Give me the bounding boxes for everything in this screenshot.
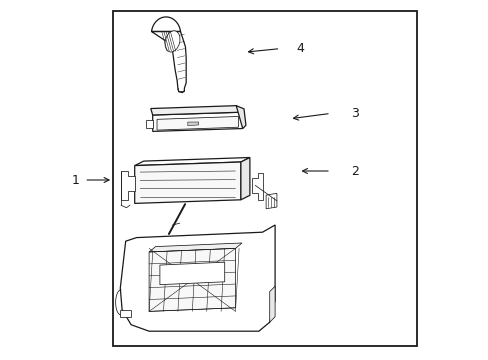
Polygon shape	[187, 122, 198, 126]
Polygon shape	[146, 120, 152, 128]
Polygon shape	[121, 171, 134, 200]
Text: 3: 3	[350, 107, 358, 120]
Polygon shape	[265, 193, 276, 209]
Polygon shape	[241, 158, 249, 200]
Polygon shape	[150, 106, 242, 115]
Polygon shape	[134, 162, 241, 203]
Polygon shape	[149, 243, 242, 252]
Polygon shape	[160, 262, 224, 285]
Bar	[113, 11, 416, 346]
Polygon shape	[152, 112, 242, 131]
Polygon shape	[149, 248, 235, 311]
Polygon shape	[151, 17, 186, 93]
Polygon shape	[269, 286, 275, 322]
Polygon shape	[251, 173, 263, 200]
Polygon shape	[120, 225, 275, 331]
Text: 1: 1	[71, 174, 79, 186]
Polygon shape	[120, 310, 131, 317]
Polygon shape	[157, 117, 238, 130]
Polygon shape	[236, 106, 245, 129]
Ellipse shape	[164, 31, 180, 52]
Text: 2: 2	[350, 165, 358, 177]
Text: 4: 4	[296, 42, 304, 55]
Polygon shape	[134, 158, 249, 166]
